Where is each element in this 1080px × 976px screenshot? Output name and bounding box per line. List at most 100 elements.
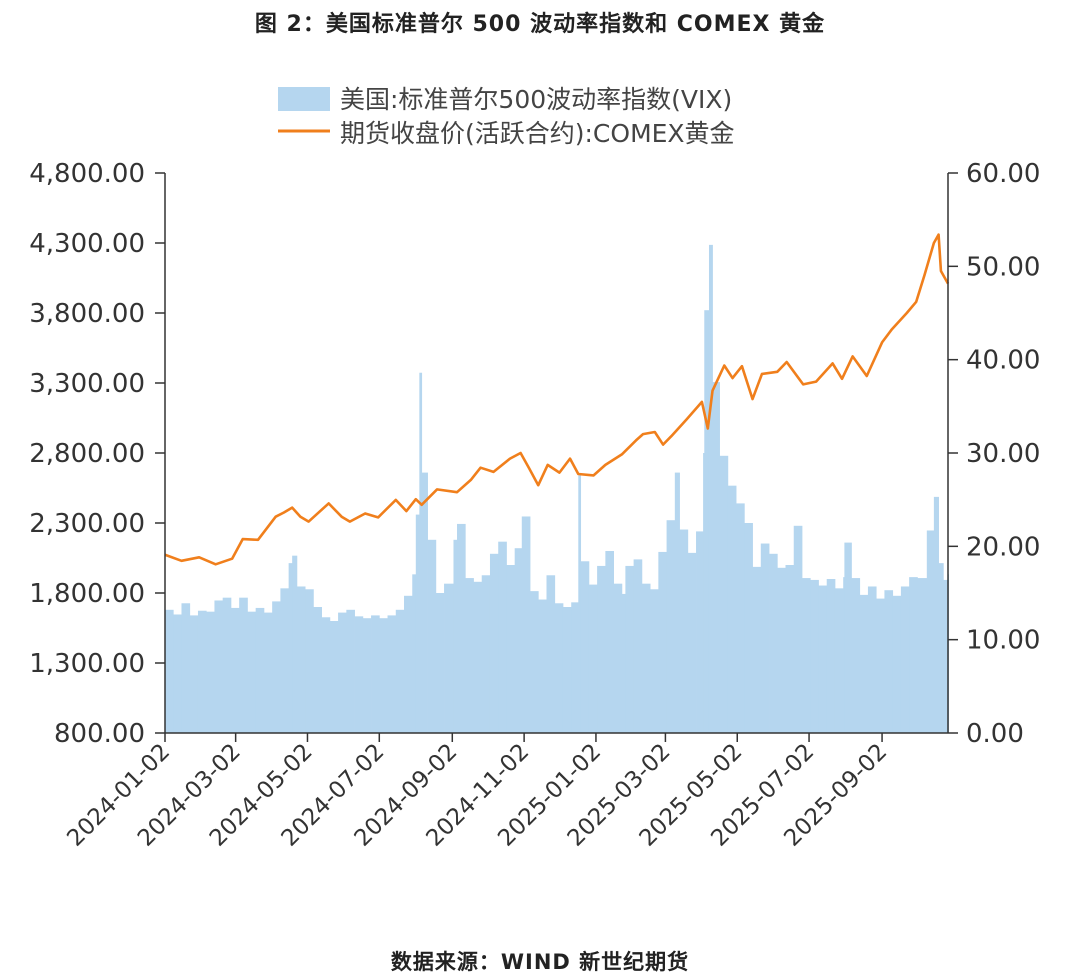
vix-bar: [777, 567, 786, 733]
vix-bar: [938, 563, 944, 733]
right-tick-label: 50.00: [966, 252, 1040, 282]
vix-bar: [621, 593, 626, 733]
legend-swatch-vix: [278, 87, 330, 111]
vix-bar: [708, 244, 713, 733]
vix-bar: [338, 612, 347, 733]
left-tick-label: 2,300.00: [29, 509, 145, 539]
vix-bar: [506, 565, 516, 733]
vix-bar: [679, 529, 689, 733]
vix-bar: [674, 472, 680, 733]
vix-bar: [687, 552, 697, 733]
left-tick-label: 800.00: [54, 719, 145, 749]
left-tick-label: 4,300.00: [29, 229, 145, 259]
vix-bar: [222, 597, 232, 733]
axes: 800.00 1,300.00 1,800.00 2,300.00 2,800.00 3,…: [29, 159, 1040, 852]
chart-title: 图 2：美国标准普尔 500 波动率指数和 COMEX 黄金: [254, 12, 826, 37]
vix-bar: [785, 565, 795, 733]
vix-bar: [613, 583, 623, 733]
vix-bar: [412, 574, 417, 733]
vix-bar: [744, 523, 753, 733]
vix-bar: [605, 551, 614, 733]
vix-bar: [419, 372, 423, 733]
left-tick-label: 1,300.00: [29, 649, 145, 679]
vix-bar: [727, 485, 737, 733]
vix-bar: [696, 531, 704, 733]
vix-bar: [909, 577, 918, 733]
vix-bar: [453, 539, 458, 733]
legend-label-gold: 期货收盘价(活跃合约):COMEX黄金: [340, 119, 735, 148]
vix-bar: [834, 588, 844, 733]
vix-bar: [415, 514, 420, 733]
vix-bar: [876, 598, 885, 733]
left-tick-label: 1,800.00: [29, 579, 145, 609]
legend-label-vix: 美国:标准普尔500波动率指数(VIX): [340, 85, 732, 114]
vix-bar: [844, 542, 852, 733]
vix-bar: [206, 611, 215, 733]
vix-bar: [802, 578, 811, 733]
vix-bar: [578, 475, 582, 733]
vix-bar: [926, 530, 935, 733]
vix-bar: [181, 603, 191, 733]
vix-bar: [272, 601, 281, 733]
vix-bar: [387, 615, 397, 733]
vix-bar: [263, 612, 273, 733]
vix-bar: [354, 616, 364, 733]
gold-line: [164, 233, 950, 566]
vix-bar: [379, 618, 388, 733]
vix-bar: [943, 579, 949, 733]
vix-bar: [346, 609, 355, 733]
vix-bar: [760, 543, 770, 733]
vix-bar: [395, 609, 405, 733]
vix-bar: [900, 586, 910, 733]
vix-bar: [239, 597, 248, 733]
vix-bar: [641, 583, 651, 733]
vix-bar: [538, 599, 547, 733]
vix-bar: [514, 548, 523, 733]
vix-bar: [498, 541, 507, 733]
vix-bars: [165, 244, 949, 733]
right-tick-label: 10.00: [966, 626, 1040, 656]
vix-bar: [280, 588, 290, 733]
vix-bar: [321, 617, 331, 733]
vix-bar: [892, 595, 902, 733]
vix-bar: [421, 472, 428, 733]
vix-bar: [362, 618, 372, 733]
vix-bar: [481, 575, 491, 733]
vix-bar: [214, 600, 224, 733]
vix-bar: [435, 593, 445, 733]
right-tick-label: 60.00: [966, 159, 1040, 189]
vix-bar: [189, 615, 199, 733]
vix-bar: [404, 595, 413, 733]
vix-bar: [165, 609, 174, 733]
vix-bar: [752, 566, 762, 733]
vix-bar: [810, 579, 819, 733]
vix-bar: [296, 586, 306, 733]
left-tick-label: 3,800.00: [29, 299, 145, 329]
vix-bar: [305, 589, 314, 733]
vix-bar: [255, 607, 265, 733]
vix-bar: [530, 591, 539, 733]
vix-bar: [851, 578, 861, 733]
vix-bar: [867, 586, 877, 733]
vix-bar: [329, 621, 339, 733]
vix-bar: [313, 607, 322, 733]
data-source: 数据来源：WIND 新世纪期货: [390, 950, 690, 974]
vix-bar: [546, 575, 556, 733]
left-tick-label: 4,800.00: [29, 159, 145, 189]
vix-bar: [465, 578, 474, 733]
vix-bar: [826, 579, 836, 733]
vix-bar: [427, 539, 437, 733]
vix-bar: [457, 523, 466, 733]
vix-bar: [917, 578, 928, 733]
left-tick-label: 2,800.00: [29, 439, 145, 469]
vix-bar: [521, 516, 531, 733]
left-tick-label: 3,300.00: [29, 369, 145, 399]
vix-bar: [633, 559, 643, 733]
vix-bar: [173, 614, 182, 733]
vix-bar: [371, 615, 380, 733]
vix-bar: [625, 565, 635, 733]
vix-bar: [473, 581, 483, 733]
vix-bar: [719, 455, 729, 733]
vix-bar: [247, 611, 257, 733]
